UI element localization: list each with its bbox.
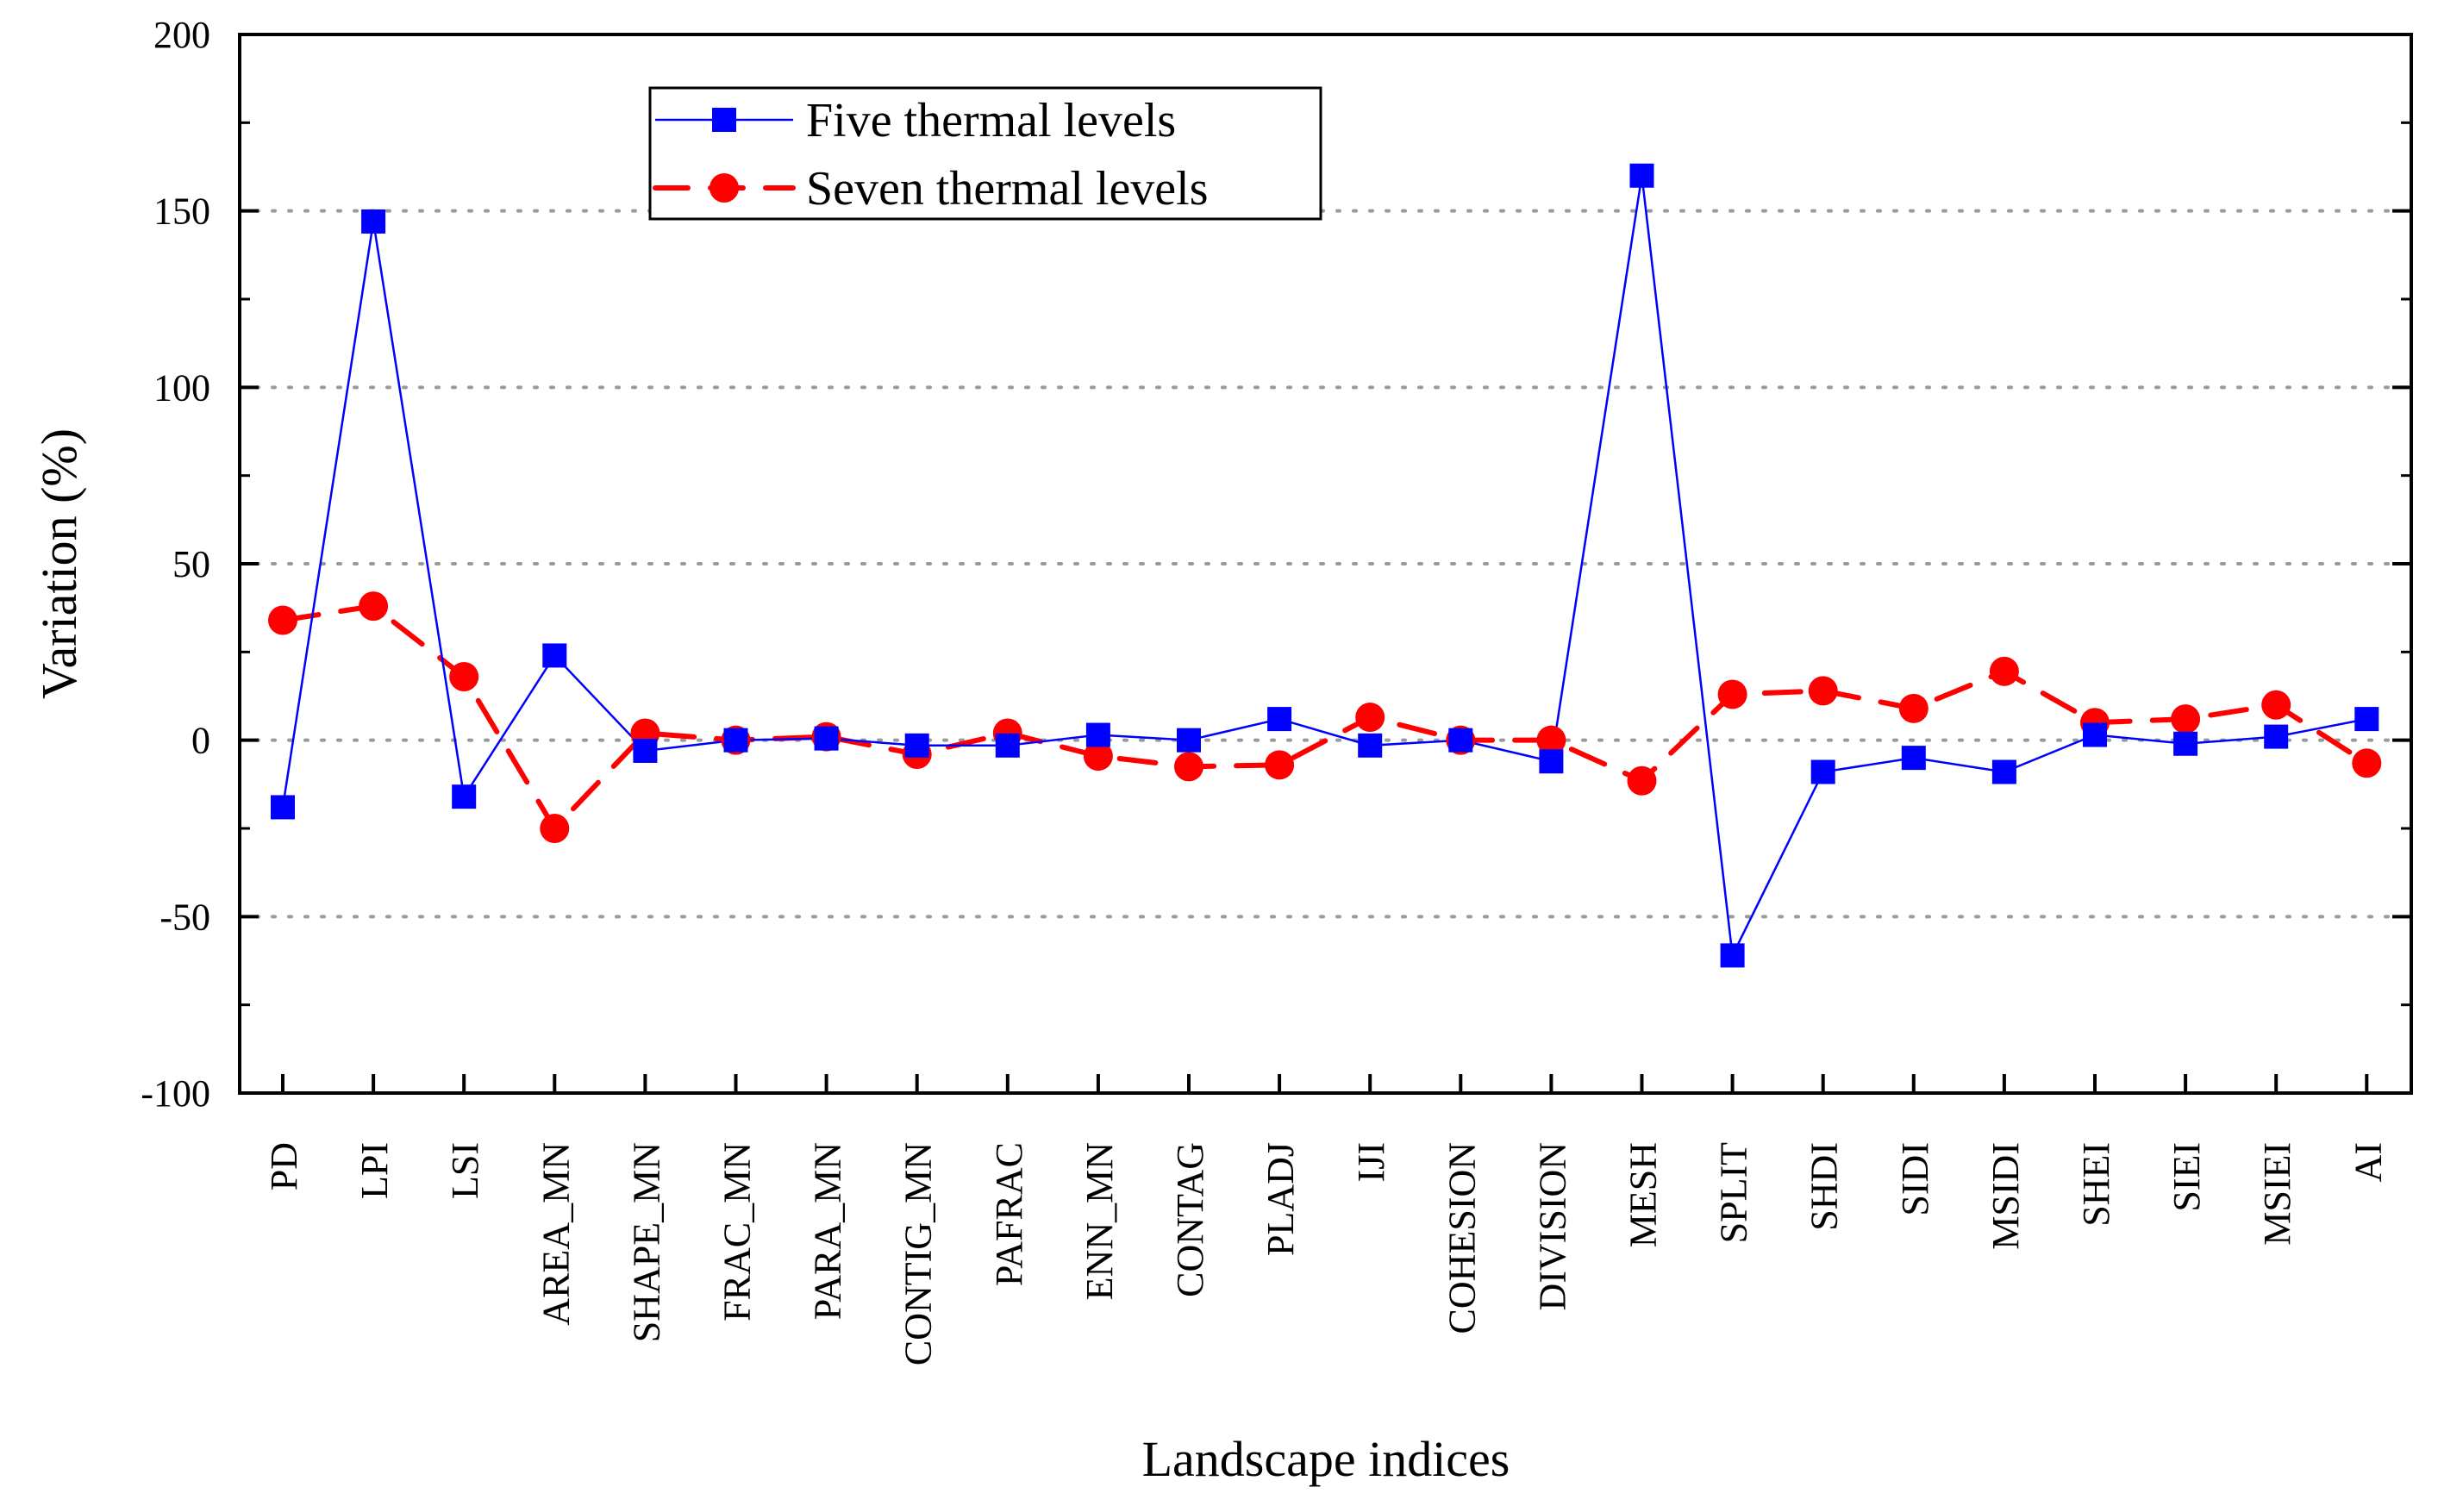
data-point-five bbox=[1358, 733, 1383, 758]
data-point-five bbox=[2083, 722, 2107, 747]
y-tick-label: 50 bbox=[172, 543, 210, 585]
data-point-five bbox=[1901, 746, 1926, 771]
x-tick-label: PD bbox=[263, 1142, 305, 1190]
data-point-five bbox=[904, 733, 929, 758]
series-line-five bbox=[281, 175, 2367, 959]
x-tick-label: IJI bbox=[1350, 1142, 1392, 1182]
data-point-five bbox=[361, 209, 386, 234]
x-tick-label: CONTIG_MN bbox=[897, 1142, 940, 1365]
data-point-seven bbox=[449, 661, 479, 691]
data-point-five bbox=[633, 738, 658, 763]
x-tick-label: FRAC_MN bbox=[716, 1142, 759, 1321]
x-tick-label: CONTAG bbox=[1169, 1142, 1211, 1297]
data-point-seven bbox=[1174, 752, 1203, 782]
x-tick-label: PARA_MN bbox=[807, 1142, 849, 1320]
data-point-five bbox=[1720, 943, 1745, 968]
series-line-seven bbox=[280, 603, 2370, 833]
data-point-seven bbox=[2352, 748, 2382, 778]
data-point-five bbox=[1810, 759, 1835, 784]
legend-label-seven: Seven thermal levels bbox=[806, 162, 1209, 216]
data-point-five bbox=[1267, 707, 1292, 732]
x-tick-label: MSIDI bbox=[1985, 1142, 2027, 1250]
legend-label-five: Five thermal levels bbox=[806, 94, 1176, 147]
y-tick-label: -100 bbox=[141, 1072, 210, 1115]
tick-layer: -100 -50 0 50 100 150 200 PD LPI LSI AREA_MN SHAPE_… bbox=[141, 14, 2411, 1365]
y-tick-label: 0 bbox=[191, 720, 210, 762]
data-point-seven bbox=[1355, 703, 1385, 733]
data-point-five bbox=[542, 643, 567, 668]
y-tick-label: 150 bbox=[153, 191, 210, 233]
data-point-seven bbox=[1083, 741, 1113, 772]
legend-box bbox=[648, 86, 1322, 221]
x-tick-label: SPLIT bbox=[1713, 1142, 1755, 1243]
x-tick-label: LPI bbox=[353, 1142, 396, 1199]
x-tick-label: ENN_MN bbox=[1078, 1142, 1121, 1300]
x-tick-label: PLADJ bbox=[1260, 1142, 1302, 1256]
data-point-five bbox=[995, 733, 1020, 758]
data-point-seven bbox=[359, 591, 389, 622]
legend-marker-seven bbox=[710, 173, 739, 203]
x-tick-label: PAFRAC bbox=[988, 1142, 1030, 1286]
data-point-five bbox=[1991, 759, 2016, 784]
data-point-five bbox=[2173, 731, 2198, 756]
data-point-seven bbox=[1627, 765, 1657, 796]
x-axis-title: Landscape indices bbox=[1142, 1431, 1510, 1487]
x-tick-label: DIVISION bbox=[1531, 1142, 1573, 1311]
data-point-five bbox=[814, 726, 839, 751]
x-tick-label: SHDI bbox=[1803, 1142, 1846, 1231]
data-point-five bbox=[1177, 728, 1201, 753]
x-tick-label: SHEI bbox=[2075, 1142, 2117, 1227]
data-point-five bbox=[271, 795, 295, 820]
data-point-five bbox=[1085, 722, 1110, 747]
data-point-seven bbox=[1536, 725, 1566, 755]
data-point-five bbox=[1629, 163, 1654, 188]
data-point-five bbox=[452, 784, 477, 809]
data-point-five bbox=[723, 728, 748, 753]
data-point-seven bbox=[2171, 704, 2201, 734]
plot-frame bbox=[238, 33, 2413, 1095]
data-point-seven bbox=[540, 814, 570, 843]
x-tick-label: AI bbox=[2347, 1142, 2389, 1182]
grid-layer bbox=[238, 209, 2413, 919]
y-tick-label: -50 bbox=[159, 896, 210, 938]
x-tick-label: COHESION bbox=[1441, 1142, 1483, 1334]
y-tick-label: 100 bbox=[153, 366, 210, 409]
x-tick-label: SHAPE_MN bbox=[625, 1142, 667, 1342]
data-point-five bbox=[2264, 724, 2289, 749]
legend-items: Five thermal levels Seven thermal levels bbox=[653, 94, 1209, 216]
data-point-seven bbox=[1717, 679, 1747, 709]
legend: Five thermal levels Seven thermal levels bbox=[648, 86, 1322, 221]
data-point-five bbox=[2354, 707, 2379, 732]
data-point-seven bbox=[268, 605, 297, 635]
x-tick-label: MESH bbox=[1622, 1142, 1665, 1247]
data-point-seven bbox=[1898, 693, 1929, 723]
y-axis-title: Variation (%) bbox=[31, 428, 87, 699]
data-point-five bbox=[1448, 728, 1473, 753]
data-point-seven bbox=[1808, 676, 1838, 706]
y-tick-label: 200 bbox=[153, 14, 210, 56]
data-point-seven bbox=[1989, 656, 2019, 686]
legend-marker-five bbox=[712, 108, 736, 132]
data-point-seven bbox=[1265, 750, 1295, 780]
x-tick-label: AREA_MN bbox=[534, 1142, 577, 1326]
data-point-five bbox=[1539, 749, 1564, 774]
x-tick-label: LSI bbox=[444, 1142, 486, 1199]
data-point-seven bbox=[2261, 690, 2291, 720]
series-layer bbox=[268, 163, 2382, 968]
x-tick-label: SIEI bbox=[2166, 1142, 2208, 1212]
x-tick-label: MSIEI bbox=[2256, 1142, 2298, 1246]
x-tick-label: SIDI bbox=[1894, 1142, 1936, 1216]
